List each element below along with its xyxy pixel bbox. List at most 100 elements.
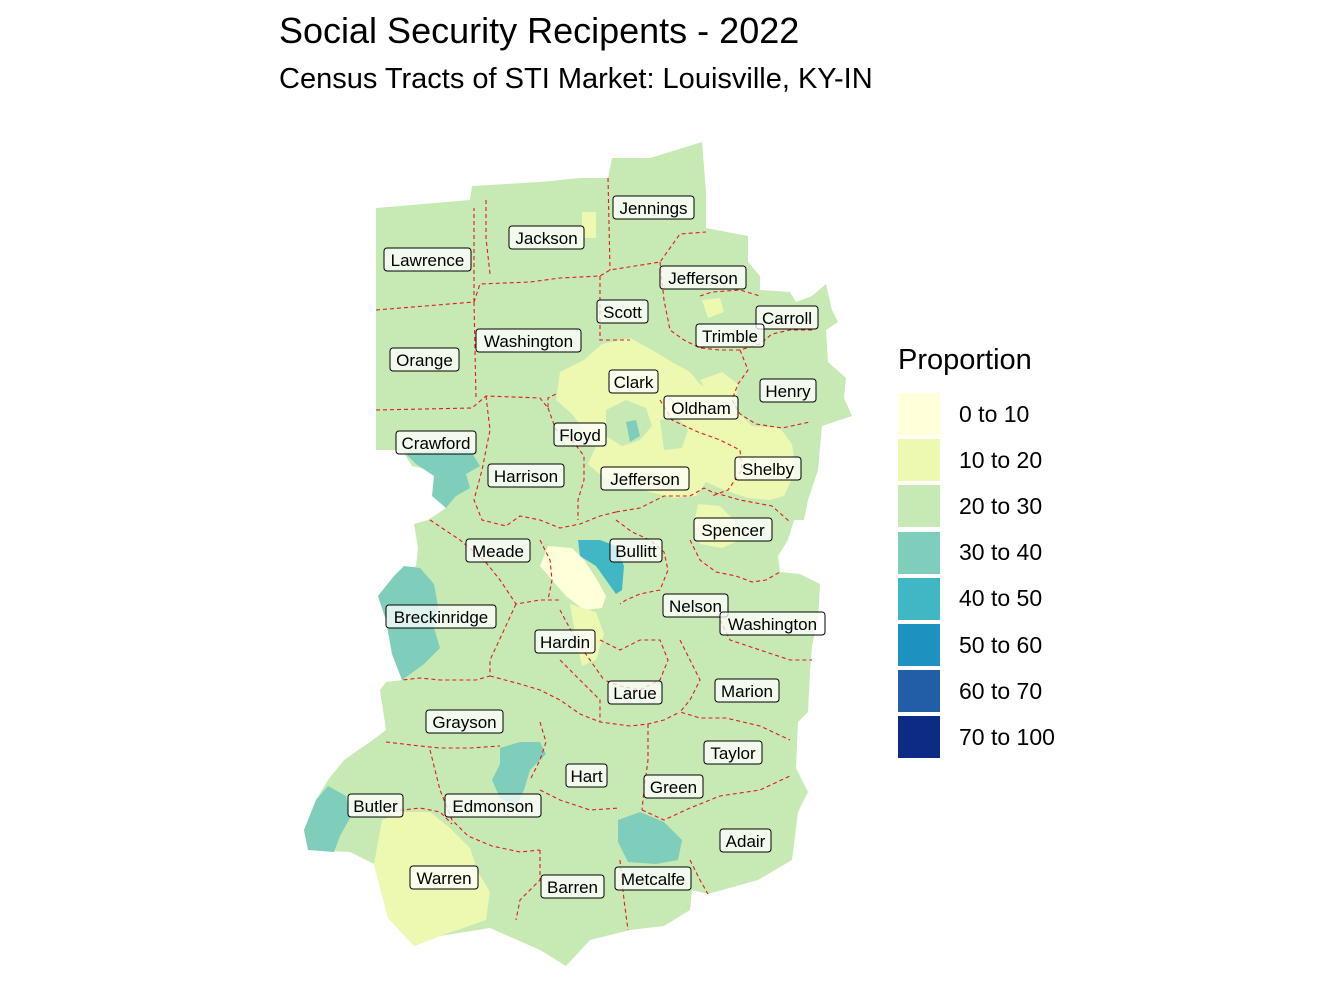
county-label-text: Harrison <box>494 467 558 486</box>
legend-swatch <box>898 624 940 667</box>
county-label-text: Metcalfe <box>621 870 685 889</box>
legend-item: 20 to 30 <box>898 483 1055 529</box>
legend-item: 60 to 70 <box>898 668 1055 714</box>
county-label-text: Grayson <box>432 713 496 732</box>
county-label: Scott <box>596 299 649 324</box>
tract-patch <box>582 212 596 238</box>
legend-item: 0 to 10 <box>898 391 1055 437</box>
county-label: Metcalfe <box>614 866 692 891</box>
county-line <box>473 177 611 302</box>
county-label-text: Meade <box>472 542 524 561</box>
county-label-text: Hardin <box>540 633 590 652</box>
county-label-text: Orange <box>396 351 453 370</box>
legend-swatch <box>898 439 940 482</box>
county-label-text: Taylor <box>710 744 756 763</box>
county-label: Larue <box>607 680 663 705</box>
legend-swatch <box>898 716 940 759</box>
county-label-text: Jackson <box>515 229 577 248</box>
legend-item: 40 to 50 <box>898 576 1055 622</box>
county-label-text: Washington <box>728 615 817 634</box>
county-label: Clark <box>608 369 659 394</box>
county-label-text: Butler <box>353 797 398 816</box>
county-label-text: Warren <box>416 869 471 888</box>
map-title: Social Security Recipents - 2022 <box>279 10 800 51</box>
legend-label: 10 to 20 <box>959 446 1043 473</box>
county-label: Harrison <box>487 463 565 488</box>
county-label: Washington <box>719 611 826 636</box>
county-label: Bullitt <box>609 538 663 563</box>
county-label: Washington <box>475 328 582 353</box>
county-label-text: Henry <box>765 382 811 401</box>
county-label: Orange <box>389 347 460 372</box>
tract-patch <box>626 420 640 442</box>
county-label-text: Hart <box>570 767 602 786</box>
county-line <box>375 276 630 411</box>
county-label-text: Edmonson <box>452 797 533 816</box>
county-line <box>385 807 709 931</box>
county-label: Breckinridge <box>385 604 497 629</box>
county-label-text: Trimble <box>702 327 758 346</box>
county-line <box>429 519 560 605</box>
county-label-layer: Jennings Jackson Lawrence Jefferson Scot… <box>347 195 826 899</box>
county-label: Hardin <box>534 629 596 654</box>
legend-item: 30 to 40 <box>898 530 1055 576</box>
legend-title: Proportion <box>898 344 1032 376</box>
county-label: Spencer <box>693 517 773 542</box>
county-label-text: Jefferson <box>668 269 738 288</box>
county-line <box>559 609 605 722</box>
county-label-text: Bullitt <box>615 542 657 561</box>
county-line <box>659 261 812 351</box>
tract-patch <box>702 298 724 318</box>
county-label-text: Nelson <box>669 597 722 616</box>
tract-patch <box>492 742 546 806</box>
county-label-text: Spencer <box>701 521 765 540</box>
legend-swatch <box>898 393 940 436</box>
county-line <box>689 539 781 583</box>
map-subtitle: Census Tracts of STI Market: Louisville,… <box>279 63 873 95</box>
county-label: Nelson <box>662 593 729 618</box>
legend-item: 70 to 100 <box>898 714 1055 760</box>
county-label: Crawford <box>395 430 477 455</box>
tract-patch <box>304 786 350 852</box>
legend-swatch <box>898 531 940 574</box>
county-label: Jennings <box>612 195 695 220</box>
county-label-text: Green <box>650 778 697 797</box>
legend-label: 20 to 30 <box>959 492 1043 519</box>
legend-label: 60 to 70 <box>959 677 1043 704</box>
county-label: Barren <box>540 874 605 899</box>
legend-items: 0 to 10 10 to 20 20 to 30 30 to 40 40 to 50 5… <box>898 391 1055 761</box>
county-label-text: Barren <box>547 878 598 897</box>
legend-label: 40 to 50 <box>959 585 1043 612</box>
county-label: Carroll <box>755 305 819 330</box>
legend-item: 10 to 20 <box>898 437 1055 483</box>
legend-swatch <box>898 485 940 528</box>
county-label-text: Jennings <box>619 199 687 218</box>
county-label: Adair <box>719 828 772 853</box>
county-label-text: Larue <box>613 684 656 703</box>
county-line <box>401 603 517 681</box>
county-label: Jackson <box>508 225 585 250</box>
county-label: Green <box>643 774 704 799</box>
county-label: Hart <box>565 763 608 788</box>
county-label: Jefferson <box>600 466 690 491</box>
county-label: Trimble <box>695 323 765 348</box>
county-label: Floyd <box>553 422 607 447</box>
county-label-text: Carroll <box>762 309 812 328</box>
county-line <box>385 721 547 853</box>
tract-patch <box>660 416 688 450</box>
tract-patch <box>700 372 738 402</box>
county-label: Henry <box>759 378 817 403</box>
county-label-text: Shelby <box>742 460 794 479</box>
county-label: Edmonson <box>444 793 542 818</box>
county-label: Shelby <box>734 456 802 481</box>
county-label-text: Floyd <box>559 426 601 445</box>
tract-patch <box>618 812 682 864</box>
county-line <box>659 399 743 497</box>
county-label-text: Scott <box>603 303 642 322</box>
county-label: Taylor <box>703 740 763 765</box>
county-line <box>615 519 669 605</box>
county-line <box>489 675 681 727</box>
county-label-text: Breckinridge <box>394 608 489 627</box>
legend-label: 70 to 100 <box>959 723 1055 750</box>
